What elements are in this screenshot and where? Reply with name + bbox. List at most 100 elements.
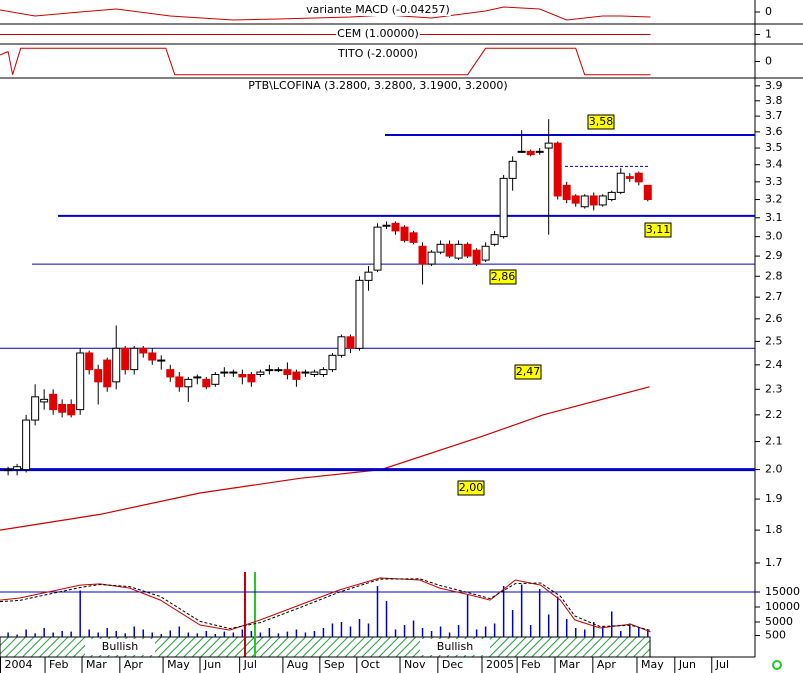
label-bg [420, 639, 490, 655]
x-tick-label: Jul [243, 658, 257, 671]
candle-body [184, 378, 193, 388]
indicator-title: TITO (-2.0000) [337, 47, 418, 60]
x-tick-label: Feb [49, 658, 68, 671]
candle-body [85, 352, 94, 371]
y-tick-label: 3.9 [765, 79, 783, 92]
candle-body [625, 176, 634, 179]
candle-body [94, 369, 103, 383]
y-tick-label: 2.9 [765, 249, 783, 262]
candle-body [517, 150, 526, 153]
y-tick-label: 2.2 [765, 408, 783, 421]
candle-body [238, 373, 247, 378]
candle-body [301, 371, 310, 374]
candle-body [31, 396, 40, 421]
y-tick-label: 1 [765, 28, 772, 41]
candle-body [175, 376, 184, 388]
x-tick-label: Apr [597, 658, 617, 671]
x-tick-label: Nov [404, 658, 426, 671]
y-tick-label: 3.8 [765, 94, 783, 107]
candle-body [454, 243, 463, 259]
candle-body [202, 378, 211, 388]
candle-body [148, 352, 157, 361]
candle-body [436, 243, 445, 253]
candle-body [409, 232, 418, 243]
candle-body [634, 172, 643, 183]
y-tick-label: 1.9 [765, 492, 783, 505]
candle-body [427, 251, 436, 265]
candle-body [337, 336, 346, 356]
y-tick-label: 0 [765, 55, 772, 68]
signal-label: Bullish [437, 640, 473, 653]
x-tick-label: 2005 [486, 658, 514, 671]
x-tick-label: Mar [86, 658, 107, 671]
candle-body [391, 222, 400, 232]
x-tick-label: Mar [559, 658, 580, 671]
y-tick-label: 5000 [765, 615, 793, 628]
x-tick-label: Jul [715, 658, 729, 671]
y-tick-label: 15000 [765, 585, 800, 598]
level-label: 3,58 [589, 115, 614, 128]
y-tick-label: 1.7 [765, 556, 783, 569]
y-tick-label: 2.6 [765, 312, 783, 325]
candle-body [220, 371, 229, 374]
candle-body [292, 371, 301, 380]
candle-body [13, 466, 22, 471]
candle-body [355, 279, 364, 349]
candle-body [4, 469, 13, 472]
candle-body [373, 226, 382, 271]
level-label: 2,00 [459, 481, 484, 494]
y-tick-label: 2.7 [765, 290, 783, 303]
candle-body [571, 195, 580, 204]
y-tick-label: 3.0 [765, 230, 783, 243]
candle-body [544, 142, 553, 149]
y-tick-label: 10000 [765, 600, 800, 613]
candle-body [418, 245, 427, 265]
y-tick-label: 3.1 [765, 211, 783, 224]
x-tick-label: Apr [124, 658, 144, 671]
candle-body [211, 373, 220, 385]
y-tick-label: 500 [765, 629, 786, 642]
y-tick-label: 2.1 [765, 435, 783, 448]
x-tick-label: Aug [287, 658, 308, 671]
candle-body [508, 160, 517, 179]
candle-body [580, 195, 589, 208]
x-tick-label: May [641, 658, 664, 671]
level-label: 3,11 [646, 223, 671, 236]
x-tick-label: Sep [324, 658, 345, 671]
candle-body [274, 369, 283, 372]
candle-body [49, 393, 58, 411]
indicator-title: CEM (1.00000) [337, 27, 419, 40]
title-bg [336, 47, 419, 60]
candle-body [103, 359, 112, 388]
x-tick-label: Feb [521, 658, 540, 671]
candle-body [400, 226, 409, 241]
candle-body [382, 224, 391, 227]
candle-body [157, 359, 166, 362]
signal-label: Bullish [102, 640, 138, 653]
candle-body [472, 249, 481, 265]
candle-body [283, 369, 292, 375]
y-tick-label: 2.3 [765, 382, 783, 395]
candle-body [364, 271, 373, 281]
level-label: 2,86 [491, 270, 516, 283]
y-tick-label: 2.8 [765, 269, 783, 282]
level-label-box [587, 114, 615, 130]
candle-body [193, 376, 202, 379]
y-tick-label: 3.2 [765, 193, 783, 206]
candle-body [616, 172, 625, 193]
candle-body [166, 369, 175, 378]
candle-body [562, 184, 571, 201]
candle-body [247, 373, 256, 383]
candle-body [328, 354, 337, 371]
indicator-line [0, 47, 651, 76]
candle-body [139, 347, 148, 354]
candle-body [643, 184, 652, 201]
x-tick-label: Jun [203, 658, 221, 671]
candle-body [229, 371, 238, 374]
candle-body [553, 142, 562, 197]
moving-average [0, 386, 650, 531]
candle-body [499, 177, 508, 238]
title-bg [336, 27, 420, 40]
candle-body [22, 419, 31, 471]
